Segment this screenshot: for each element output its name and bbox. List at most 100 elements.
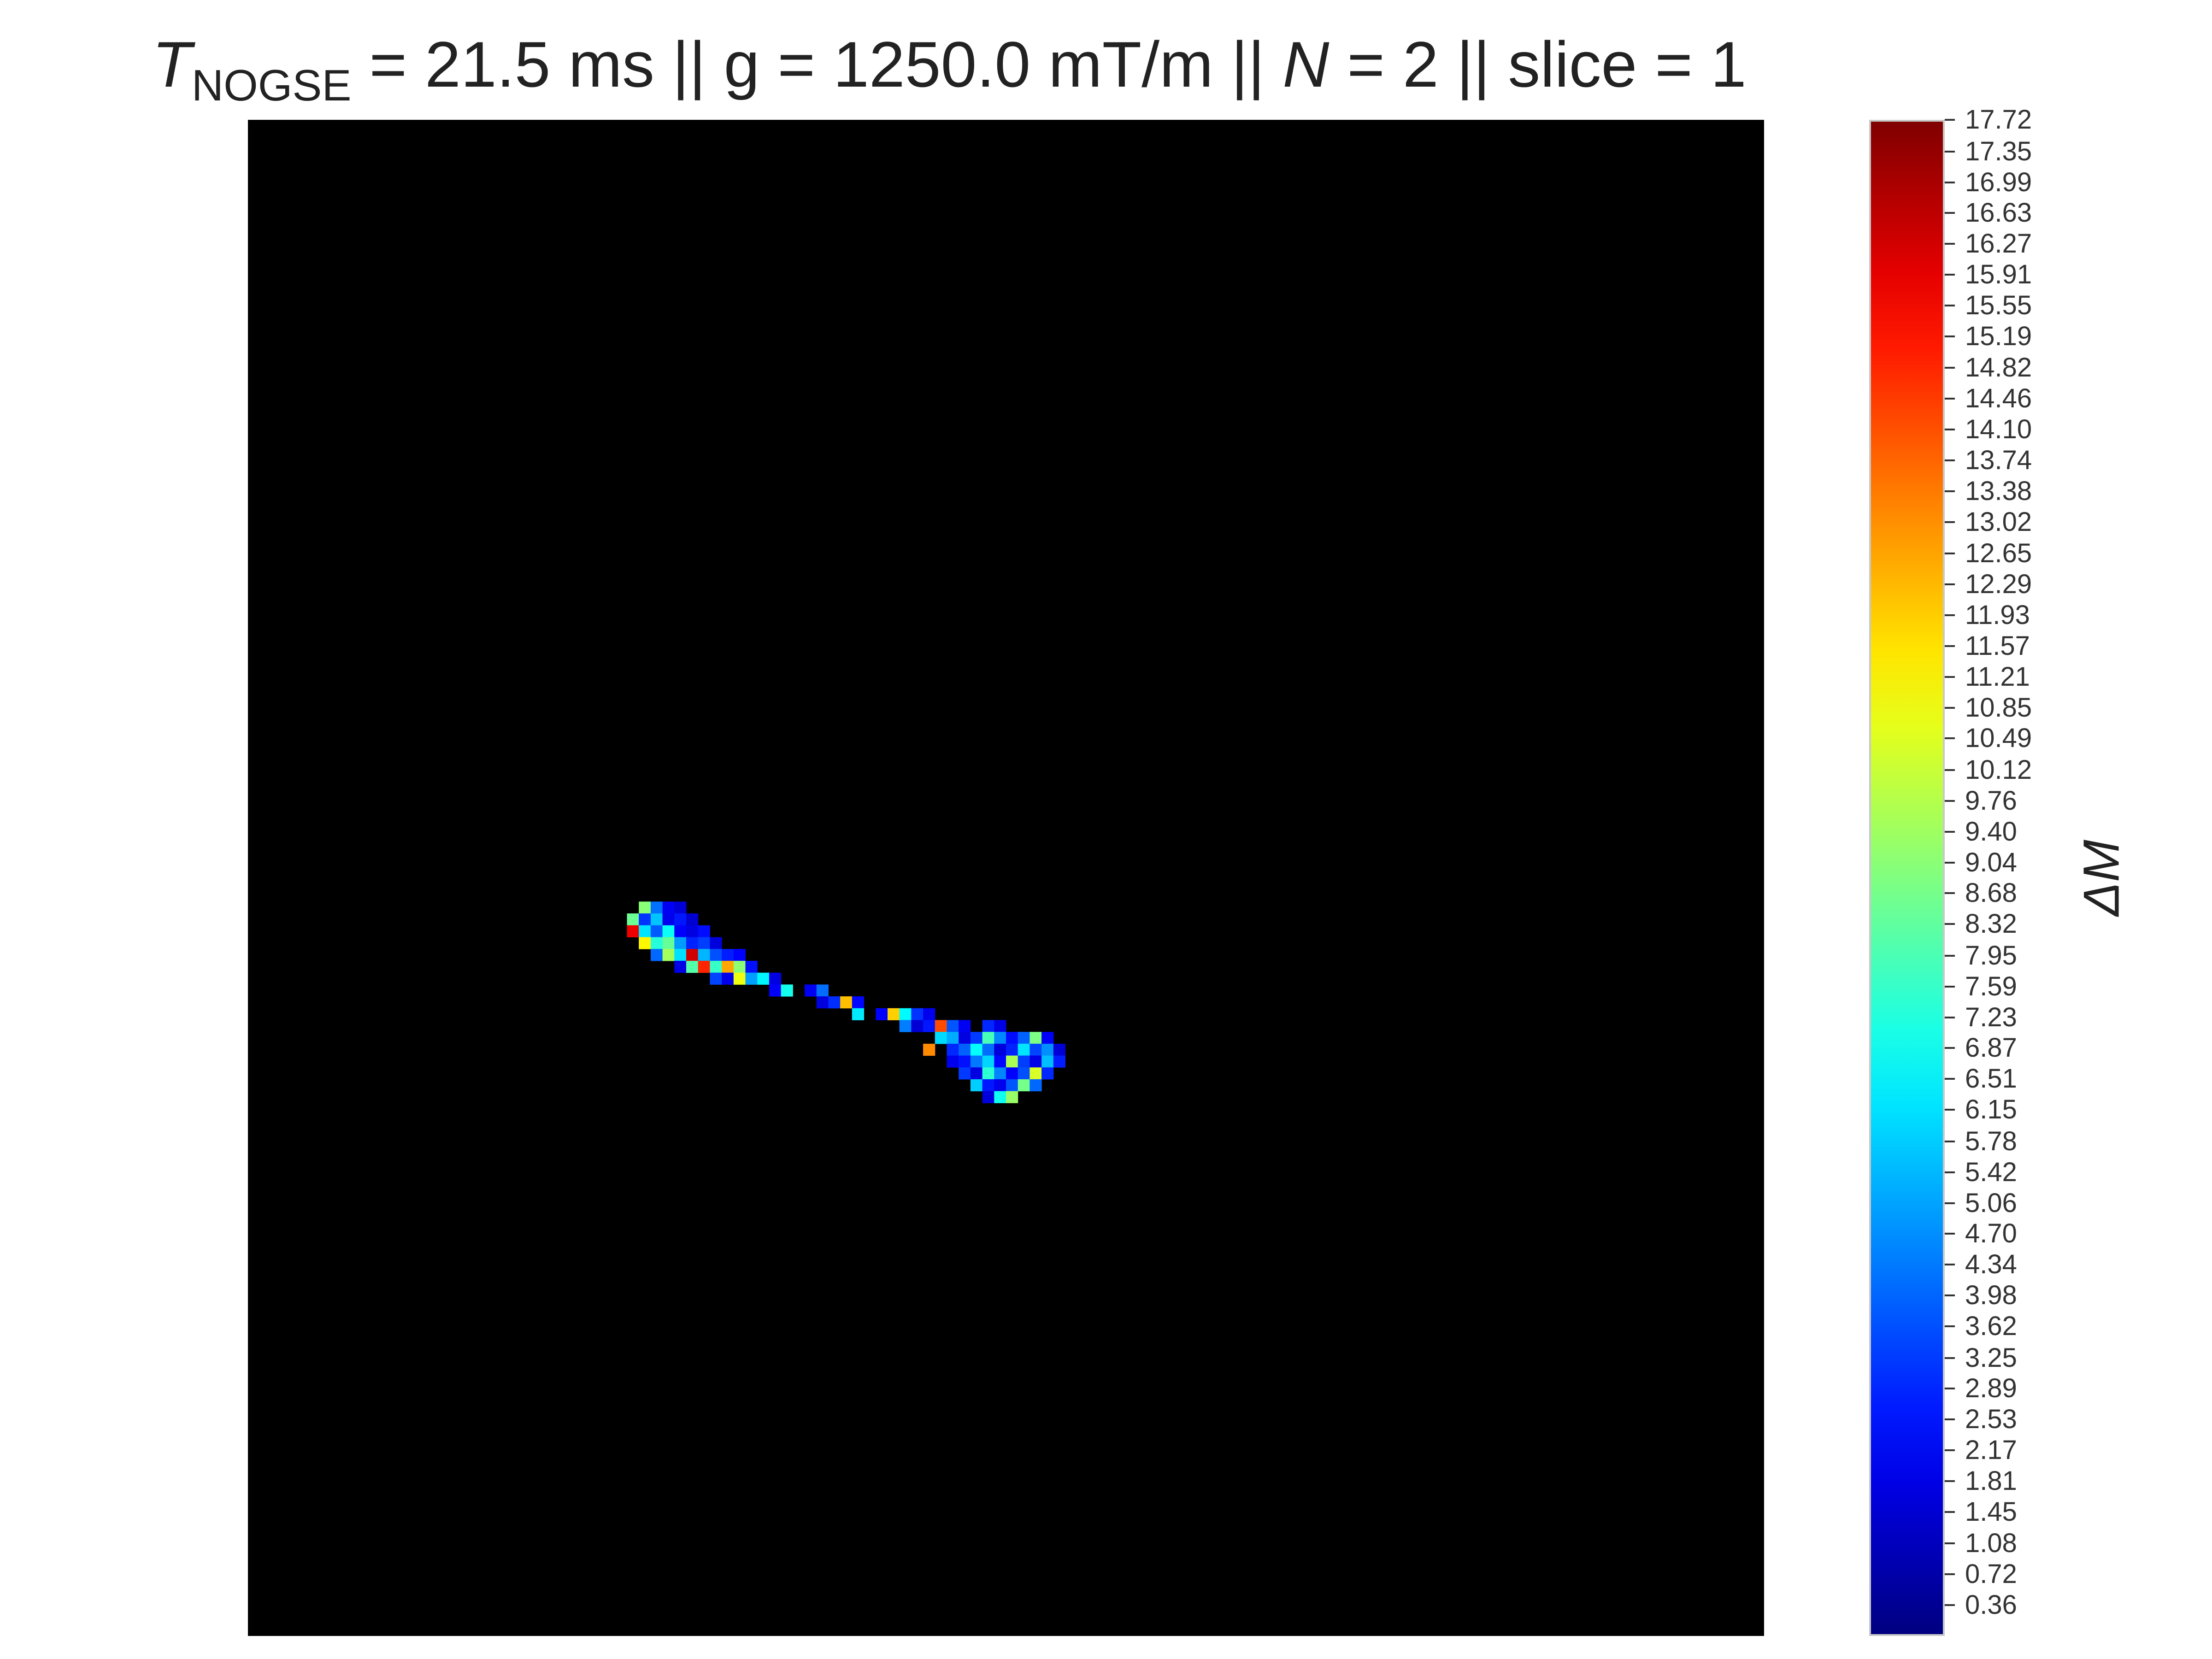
heatmap-cell bbox=[994, 1032, 1006, 1044]
colorbar-tick-mark bbox=[1945, 737, 1955, 740]
heatmap-cell bbox=[710, 960, 722, 973]
colorbar-tick-mark bbox=[1945, 1418, 1955, 1421]
heatmap-cell bbox=[1018, 1032, 1030, 1044]
heatmap-cell bbox=[994, 1079, 1006, 1092]
colorbar-tick-mark bbox=[1945, 769, 1955, 771]
colorbar-tick-label: 5.06 bbox=[1965, 1188, 2017, 1218]
heatmap-cell bbox=[970, 1032, 983, 1044]
title-t-symbol: T bbox=[152, 28, 192, 100]
heatmap-cell bbox=[1018, 1079, 1030, 1092]
colorbar-tick-mark bbox=[1945, 459, 1955, 461]
heatmap-cell bbox=[959, 1032, 971, 1044]
colorbar-label: ΔM bbox=[2073, 840, 2130, 916]
heatmap-cell bbox=[911, 1020, 924, 1032]
colorbar-tick-label: 13.38 bbox=[1965, 476, 2032, 506]
colorbar-tick-mark bbox=[1945, 553, 1955, 555]
heatmap-cell bbox=[1006, 1091, 1018, 1103]
colorbar-tick-mark bbox=[1945, 1202, 1955, 1204]
heatmap-cell bbox=[1006, 1079, 1018, 1092]
colorbar-tick-label: 3.98 bbox=[1965, 1280, 2017, 1311]
heatmap-cell bbox=[947, 1055, 959, 1068]
colorbar-tick-mark bbox=[1945, 243, 1955, 245]
heatmap-cell bbox=[627, 925, 639, 938]
heatmap-cell bbox=[627, 913, 639, 926]
colorbar-tick-label: 6.87 bbox=[1965, 1033, 2017, 1063]
heatmap-cell bbox=[935, 1020, 947, 1032]
colorbar-tick-mark bbox=[1945, 954, 1955, 957]
heatmap-cell bbox=[686, 949, 699, 961]
heatmap-cell bbox=[698, 925, 710, 938]
colorbar-tick-mark bbox=[1945, 1140, 1955, 1142]
heatmap-cell bbox=[1006, 1055, 1018, 1068]
heatmap-cell bbox=[1030, 1079, 1042, 1092]
colorbar-tick-label: 8.68 bbox=[1965, 878, 2017, 908]
heatmap-cell bbox=[769, 972, 782, 985]
colorbar-tick-mark bbox=[1945, 800, 1955, 802]
colorbar-tick-label: 2.89 bbox=[1965, 1373, 2017, 1404]
colorbar-tick-mark bbox=[1945, 212, 1955, 214]
heatmap-cell bbox=[1041, 1032, 1054, 1044]
heatmap-cell bbox=[959, 1043, 971, 1056]
colorbar-tick-mark bbox=[1945, 1542, 1955, 1545]
heatmap-cell bbox=[686, 937, 699, 949]
colorbar-tick-mark bbox=[1945, 1078, 1955, 1080]
heatmap-cell bbox=[710, 972, 722, 985]
heatmap-cell bbox=[959, 1020, 971, 1032]
heatmap-cell bbox=[650, 937, 663, 949]
colorbar-tick-label: 6.51 bbox=[1965, 1064, 2017, 1094]
heatmap-cell bbox=[733, 972, 746, 985]
colorbar-tick-mark bbox=[1945, 150, 1955, 153]
colorbar-tick-label: 5.42 bbox=[1965, 1157, 2017, 1187]
heatmap-cell bbox=[994, 1067, 1006, 1080]
colorbar-tick-mark bbox=[1945, 1573, 1955, 1576]
heatmap-cell bbox=[769, 984, 782, 997]
colorbar-tick-label: 2.17 bbox=[1965, 1435, 2017, 1465]
colorbar-tick-label: 5.78 bbox=[1965, 1126, 2017, 1156]
heatmap-cell bbox=[757, 972, 770, 985]
heatmap-cell bbox=[935, 1032, 947, 1044]
colorbar bbox=[1869, 120, 1945, 1636]
heatmap-cell bbox=[722, 960, 734, 973]
colorbar-tick-mark bbox=[1945, 1511, 1955, 1513]
colorbar-tick-label: 10.12 bbox=[1965, 755, 2032, 785]
colorbar-tick-label: 16.63 bbox=[1965, 198, 2032, 228]
colorbar-tick-mark bbox=[1945, 398, 1955, 400]
colorbar-tick-mark bbox=[1945, 181, 1955, 183]
colorbar-tick-label: 9.40 bbox=[1965, 816, 2017, 847]
heatmap-cell bbox=[662, 913, 675, 926]
heatmap-cell bbox=[1030, 1032, 1042, 1044]
colorbar-tick-label: 4.34 bbox=[1965, 1249, 2017, 1280]
colorbar-tick-mark bbox=[1945, 335, 1955, 337]
heatmap-cell bbox=[982, 1020, 994, 1032]
colorbar-tick-label: 15.55 bbox=[1965, 290, 2032, 320]
heatmap-cell bbox=[745, 972, 758, 985]
heatmap-cell bbox=[947, 1043, 959, 1056]
colorbar-tick-label: 14.10 bbox=[1965, 414, 2032, 445]
colorbar-tick-label: 8.32 bbox=[1965, 909, 2017, 939]
colorbar-tick-mark bbox=[1945, 985, 1955, 988]
heatmap-cell bbox=[982, 1079, 994, 1092]
heatmap-cell bbox=[947, 1020, 959, 1032]
colorbar-tick-label: 12.29 bbox=[1965, 569, 2032, 600]
colorbar-tick-mark bbox=[1945, 1604, 1955, 1606]
heatmap-cell bbox=[662, 949, 675, 961]
colorbar-tick-label: 9.04 bbox=[1965, 847, 2017, 877]
heatmap-cell bbox=[674, 901, 687, 914]
heatmap-cell bbox=[686, 925, 699, 938]
colorbar-tick-label: 17.72 bbox=[1965, 105, 2032, 135]
colorbar-tick-mark bbox=[1945, 274, 1955, 276]
colorbar-tick-mark bbox=[1945, 1264, 1955, 1266]
colorbar-tick-mark bbox=[1945, 521, 1955, 523]
heatmap-cell bbox=[1006, 1032, 1018, 1044]
heatmap-cell bbox=[1006, 1067, 1018, 1080]
colorbar-tick-mark bbox=[1945, 892, 1955, 894]
heatmap-cell bbox=[923, 1043, 935, 1056]
colorbar-tick-mark bbox=[1945, 645, 1955, 647]
colorbar-tick-mark bbox=[1945, 1294, 1955, 1297]
title-n-value: = 2 || slice = 1 bbox=[1329, 28, 1747, 100]
heatmap-cell bbox=[1006, 1043, 1018, 1056]
heatmap-cell bbox=[1018, 1067, 1030, 1080]
heatmap-cell bbox=[959, 1067, 971, 1080]
heatmap-cell bbox=[852, 1008, 865, 1020]
colorbar-tick-label: 3.62 bbox=[1965, 1311, 2017, 1341]
